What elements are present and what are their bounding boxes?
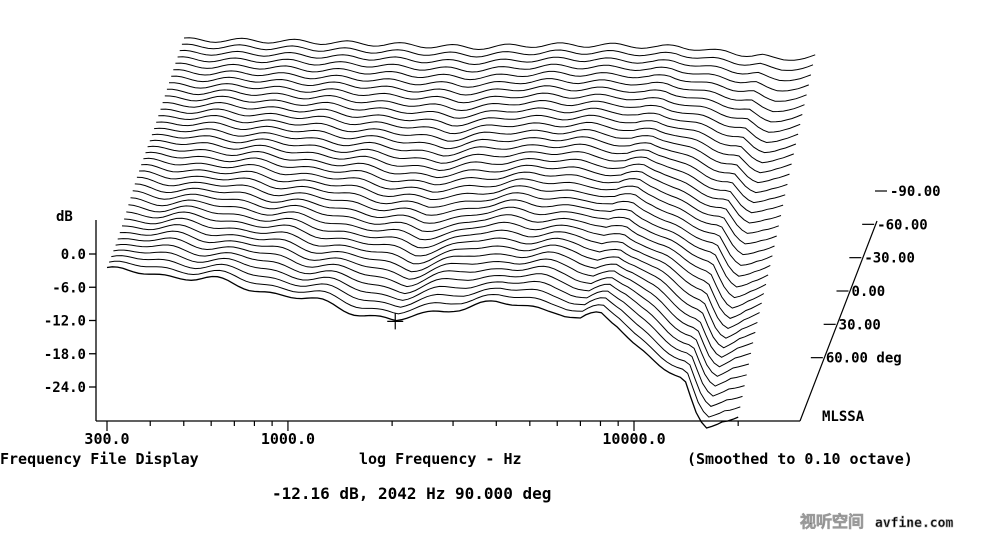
x-tick-label: 300.0 bbox=[84, 430, 129, 448]
series-line-45 bbox=[126, 211, 758, 339]
series-line-70 bbox=[115, 244, 747, 387]
series-line-75 bbox=[113, 249, 745, 397]
series-line--40 bbox=[162, 101, 794, 164]
series-line--5 bbox=[147, 145, 779, 234]
series-line--70 bbox=[175, 62, 807, 102]
series-line-35 bbox=[130, 197, 762, 319]
watermark-text: 视听空间 bbox=[800, 512, 864, 531]
series-line-65 bbox=[117, 237, 750, 377]
series-line--10 bbox=[149, 139, 782, 224]
series-line-90 bbox=[106, 266, 739, 429]
series-line-85 bbox=[109, 260, 741, 418]
axes bbox=[89, 190, 887, 431]
series-line--35 bbox=[160, 108, 792, 174]
series-line--20 bbox=[154, 127, 786, 204]
series-line--85 bbox=[181, 43, 814, 71]
series-line--60 bbox=[171, 75, 803, 123]
y-tick-label: 0.0 bbox=[61, 247, 86, 263]
watermark: 视听空间 avfine.com bbox=[800, 512, 954, 532]
y-tick-label: -12.0 bbox=[44, 314, 86, 330]
cursor-readout: -12.16 dB, 2042 Hz 90.000 deg bbox=[272, 484, 551, 503]
z-tick-label: -90.00 bbox=[890, 184, 941, 200]
series-line--90 bbox=[183, 37, 816, 61]
series-line-50 bbox=[124, 217, 756, 349]
z-tick-label: 30.00 bbox=[839, 317, 881, 333]
series-line-55 bbox=[121, 224, 754, 358]
z-tick-label: -60.00 bbox=[877, 217, 928, 233]
series-line-15 bbox=[139, 170, 771, 277]
footer-right: (Smoothed to 0.10 octave) bbox=[687, 450, 913, 468]
y-tick-label: -24.0 bbox=[44, 380, 86, 396]
watermark-url: avfine.com bbox=[875, 516, 953, 531]
x-tick-label: 10000.0 bbox=[602, 430, 665, 448]
z-tick-label: 0.00 bbox=[852, 284, 886, 300]
series-line--65 bbox=[173, 69, 805, 113]
series-line--15 bbox=[151, 133, 784, 214]
tick-labels: 0.0 -6.0 -12.0 -18.0 -24.0 300.0 1000.0 10000.0… bbox=[44, 184, 941, 448]
series-line-80 bbox=[111, 255, 743, 407]
series-line--55 bbox=[169, 82, 801, 133]
series-line-30 bbox=[132, 190, 765, 309]
series-line--80 bbox=[179, 49, 812, 82]
plot-area bbox=[106, 37, 816, 429]
series-line--75 bbox=[177, 56, 809, 92]
series-line--25 bbox=[156, 121, 788, 194]
mlssa-label: MLSSA bbox=[822, 409, 865, 425]
series-line-20 bbox=[136, 176, 769, 288]
y-tick-label: -6.0 bbox=[52, 280, 86, 296]
series-line-60 bbox=[119, 230, 752, 368]
series-line-0 bbox=[145, 151, 777, 245]
footer-left: Frequency File Display bbox=[0, 450, 199, 468]
series-line-25 bbox=[134, 183, 767, 299]
series-line-10 bbox=[141, 163, 773, 266]
series-fill bbox=[107, 266, 739, 428]
series-line--30 bbox=[158, 114, 790, 184]
series-line--45 bbox=[164, 95, 797, 154]
series-line-5 bbox=[143, 157, 775, 256]
x-axis-label: log Frequency - Hz bbox=[359, 450, 522, 468]
y-tick-label: -18.0 bbox=[44, 347, 86, 363]
z-tick-label: -30.00 bbox=[864, 251, 915, 267]
series-line-40 bbox=[128, 204, 760, 329]
y-axis-label: dB bbox=[56, 209, 73, 225]
z-tick-label: 60.00 deg bbox=[826, 351, 902, 367]
series-line--50 bbox=[166, 88, 799, 144]
x-tick-label: 1000.0 bbox=[261, 430, 315, 448]
z-axis-line bbox=[799, 220, 878, 422]
